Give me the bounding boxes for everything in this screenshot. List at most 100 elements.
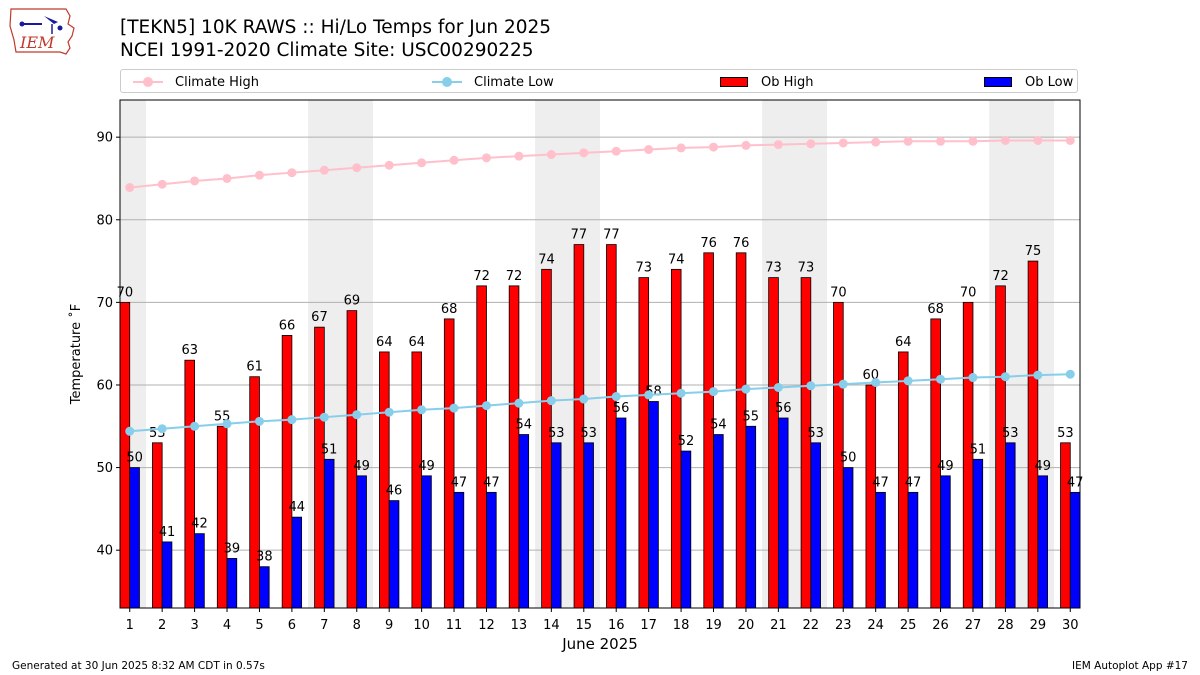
ob-low-bar [323,458,335,609]
y-tick-label: 60 [96,378,113,393]
ob-low-data-label: 49 [937,459,954,474]
climate-low-point [741,384,751,394]
legend-swatch-ob-low [983,75,1013,89]
climate-low-point [157,424,167,434]
legend-item-climate-high: Climate High [133,73,259,91]
ob-high-data-label: 77 [571,228,588,243]
ob-high-bar [443,318,455,609]
x-tick-label: 11 [446,618,463,633]
climate-low-point [968,373,978,383]
climate-low-point [514,398,524,408]
x-tick-label: 18 [673,618,690,633]
ob-high-data-label: 76 [700,236,717,251]
ob-high-data-label: 64 [376,335,393,350]
x-tick-label: 4 [223,618,231,633]
iem-logo: IEM [9,8,75,55]
x-axis-label: June 2025 [561,635,638,653]
ob-low-data-label: 53 [807,426,824,441]
x-tick-label: 29 [1030,618,1047,633]
climate-high-point [1065,135,1075,145]
ob-high-data-label: 77 [603,228,620,243]
x-tick-label: 27 [965,618,982,633]
ob-high-data-label: 72 [992,269,1009,284]
y-tick-label: 70 [96,296,113,311]
climate-high-point [709,142,719,152]
plot-frame [119,99,1081,609]
climate-high-point [838,138,848,148]
ob-low-data-label: 46 [386,484,403,499]
legend-swatch-climate-high [133,75,163,89]
climate-high-point [319,165,329,175]
climate-high-point [190,176,200,186]
ob-low-data-label: 47 [451,475,468,490]
x-tick-label: 9 [385,618,393,633]
ob-high-data-label: 69 [344,294,361,309]
ob-low-data-label: 56 [775,401,792,416]
ob-high-bar [216,425,228,609]
ob-high-data-label: 67 [311,310,328,325]
ob-high-data-label: 76 [733,236,750,251]
climate-low-point [936,374,946,384]
x-tick-label: 12 [478,618,495,633]
ob-low-data-label: 51 [321,442,338,457]
ob-high-data-label: 70 [117,285,134,300]
ob-high-bar [281,335,293,609]
ob-low-data-label: 42 [191,517,208,532]
ob-high-bar [606,244,617,609]
x-tick-label: 23 [835,618,852,633]
x-tick-label: 13 [511,618,528,633]
ob-high-data-label: 75 [1025,244,1042,259]
ob-high-data-label: 74 [668,252,685,267]
climate-low-point [546,396,556,406]
ob-high-bar [508,285,520,609]
x-tick-label: 30 [1062,618,1079,633]
ob-low-data-label: 47 [1067,475,1084,490]
ob-low-bar [486,491,497,609]
legend-swatch-climate-low [432,75,462,89]
legend-label-ob-high: Ob High [761,74,814,90]
x-tick-label: 8 [353,618,361,633]
ob-high-data-label: 72 [506,269,523,284]
logo-text: IEM [19,33,55,52]
ob-low-data-label: 47 [872,475,889,490]
climate-low-point [1065,369,1075,379]
ob-high-bar [1060,442,1071,609]
climate-low-point [676,388,686,398]
x-tick-label: 15 [576,618,593,633]
ob-low-data-label: 49 [353,459,370,474]
climate-high-point [222,173,232,183]
ob-low-data-label: 53 [580,426,597,441]
x-tick-label: 1 [126,618,134,633]
ob-low-data-label: 39 [224,541,241,556]
climate-low-point [806,381,816,391]
ob-low-data-label: 50 [126,451,143,466]
ob-high-data-label: 73 [765,261,782,276]
ob-low-data-label: 55 [743,409,760,424]
chart-title-line1: [TEKN5] 10K RAWS :: Hi/Lo Temps for Jun … [120,17,552,38]
ob-high-data-label: 73 [798,261,815,276]
climate-low-point [417,405,427,415]
climate-high-line [129,139,1071,189]
ob-low-data-label: 52 [678,434,695,449]
x-tick-label: 22 [803,618,820,633]
x-tick-label: 24 [867,618,884,633]
climate-high-point [384,160,394,170]
climate-low-point [773,382,783,392]
climate-high-point [1000,135,1010,145]
ob-high-data-label: 68 [927,302,944,317]
ob-high-bar [1027,260,1039,609]
legend-label-climate-high: Climate High [175,74,260,90]
legend-label-ob-low: Ob Low [1025,74,1074,90]
ob-high-data-label: 68 [441,302,458,317]
climate-high-point [611,146,621,156]
ob-high-bar [314,326,325,609]
ob-high-data-label: 74 [538,252,555,267]
ob-low-bar [194,533,205,609]
climate-high-point [1033,135,1043,145]
ob-low-data-label: 54 [710,418,727,433]
ob-low-data-label: 53 [1002,426,1019,441]
ob-low-bar [259,566,270,609]
climate-low-point [871,377,881,387]
climate-low-line [129,373,1071,433]
x-tick-label: 2 [158,618,166,633]
